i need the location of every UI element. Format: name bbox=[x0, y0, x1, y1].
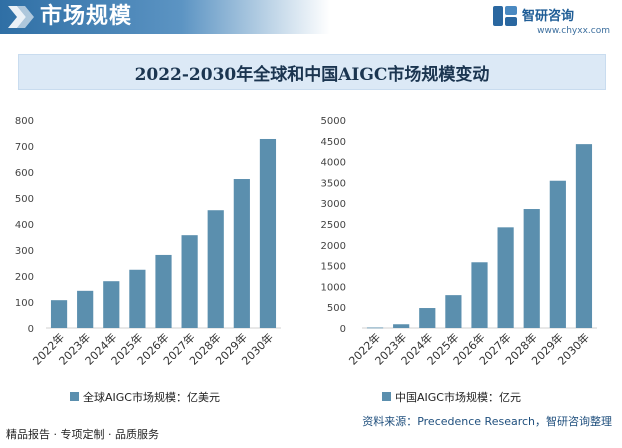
china-y-tick-label: 4000 bbox=[321, 158, 346, 169]
brand-name: 智研咨询 bbox=[522, 9, 575, 24]
global-bar bbox=[207, 210, 224, 328]
section-title: 市场规模 bbox=[40, 4, 133, 29]
china-bar bbox=[497, 227, 514, 328]
global-bar bbox=[181, 235, 198, 328]
global-market-chart: 01002003004005006007008002022年2023年2024年… bbox=[15, 116, 281, 404]
global-y-tick-label: 800 bbox=[15, 116, 34, 127]
china-bar bbox=[523, 209, 540, 328]
china-y-tick-label: 5000 bbox=[321, 116, 346, 127]
china-bar bbox=[393, 324, 410, 328]
global-bar bbox=[155, 254, 172, 328]
china-y-tick-label: 1500 bbox=[321, 262, 346, 273]
header-banner bbox=[0, 0, 330, 34]
header-mark-icon bbox=[8, 6, 34, 28]
data-source: 资料来源：Precedence Research，智研咨询整理 bbox=[362, 415, 612, 428]
global-y-tick-label: 700 bbox=[15, 142, 34, 153]
global-y-tick-label: 300 bbox=[15, 246, 34, 257]
china-y-tick-label: 1000 bbox=[321, 282, 346, 293]
china-y-tick-label: 3500 bbox=[321, 178, 346, 189]
section-header: 市场规模 智研咨询 www.chyxx.com bbox=[0, 0, 622, 40]
global-bar bbox=[233, 179, 250, 328]
china-bar bbox=[445, 295, 462, 328]
global-bar bbox=[259, 138, 277, 328]
global-y-tick-label: 400 bbox=[15, 220, 34, 231]
global-bar bbox=[50, 300, 68, 328]
china-legend-label: 中国AIGC市场规模：亿元 bbox=[395, 390, 521, 404]
global-bar bbox=[77, 290, 94, 328]
global-bar bbox=[129, 269, 146, 328]
global-legend-label: 全球AIGC市场规模：亿美元 bbox=[83, 390, 220, 404]
charts-area: 01002003004005006007008002022年2023年2024年… bbox=[15, 116, 597, 404]
china-bar bbox=[471, 262, 488, 328]
brand-url: www.chyxx.com bbox=[537, 26, 610, 36]
china-y-tick-label: 500 bbox=[327, 303, 346, 314]
china-y-tick-label: 2500 bbox=[321, 220, 346, 231]
china-bar bbox=[549, 180, 566, 328]
footer: 精品报告 · 专项定制 · 品质服务 资料来源：Precedence Resea… bbox=[0, 415, 622, 448]
global-bar bbox=[103, 281, 120, 328]
china-bar bbox=[366, 327, 384, 329]
china-legend-swatch bbox=[382, 392, 391, 401]
global-y-tick-label: 0 bbox=[28, 324, 34, 335]
china-y-tick-label: 3000 bbox=[321, 199, 346, 210]
china-market-chart: 0 500 1000 1500 2000 2500 3000 3500 4000 4500 5000… bbox=[321, 116, 597, 404]
footer-slogan: 精品报告 · 专项定制 · 品质服务 bbox=[6, 428, 159, 441]
china-y-tick-label: 2000 bbox=[321, 241, 346, 252]
global-legend-swatch bbox=[70, 392, 79, 401]
china-y-tick-label: 0 bbox=[340, 324, 346, 335]
chart-title: 2022-2030年全球和中国AIGC市场规模变动 bbox=[134, 64, 490, 85]
global-y-tick-label: 600 bbox=[15, 168, 34, 179]
brand-logo-icon bbox=[493, 6, 517, 26]
global-y-tick-label: 200 bbox=[15, 272, 34, 283]
global-y-tick-label: 500 bbox=[15, 194, 34, 205]
global-y-tick-label: 100 bbox=[15, 298, 34, 309]
brand-logo: 智研咨询 www.chyxx.com bbox=[492, 4, 612, 36]
china-bar bbox=[575, 144, 593, 328]
china-bar bbox=[419, 308, 436, 328]
china-y-tick-label: 4500 bbox=[321, 137, 346, 148]
chart-title-box: 2022-2030年全球和中国AIGC市场规模变动 bbox=[18, 54, 606, 90]
